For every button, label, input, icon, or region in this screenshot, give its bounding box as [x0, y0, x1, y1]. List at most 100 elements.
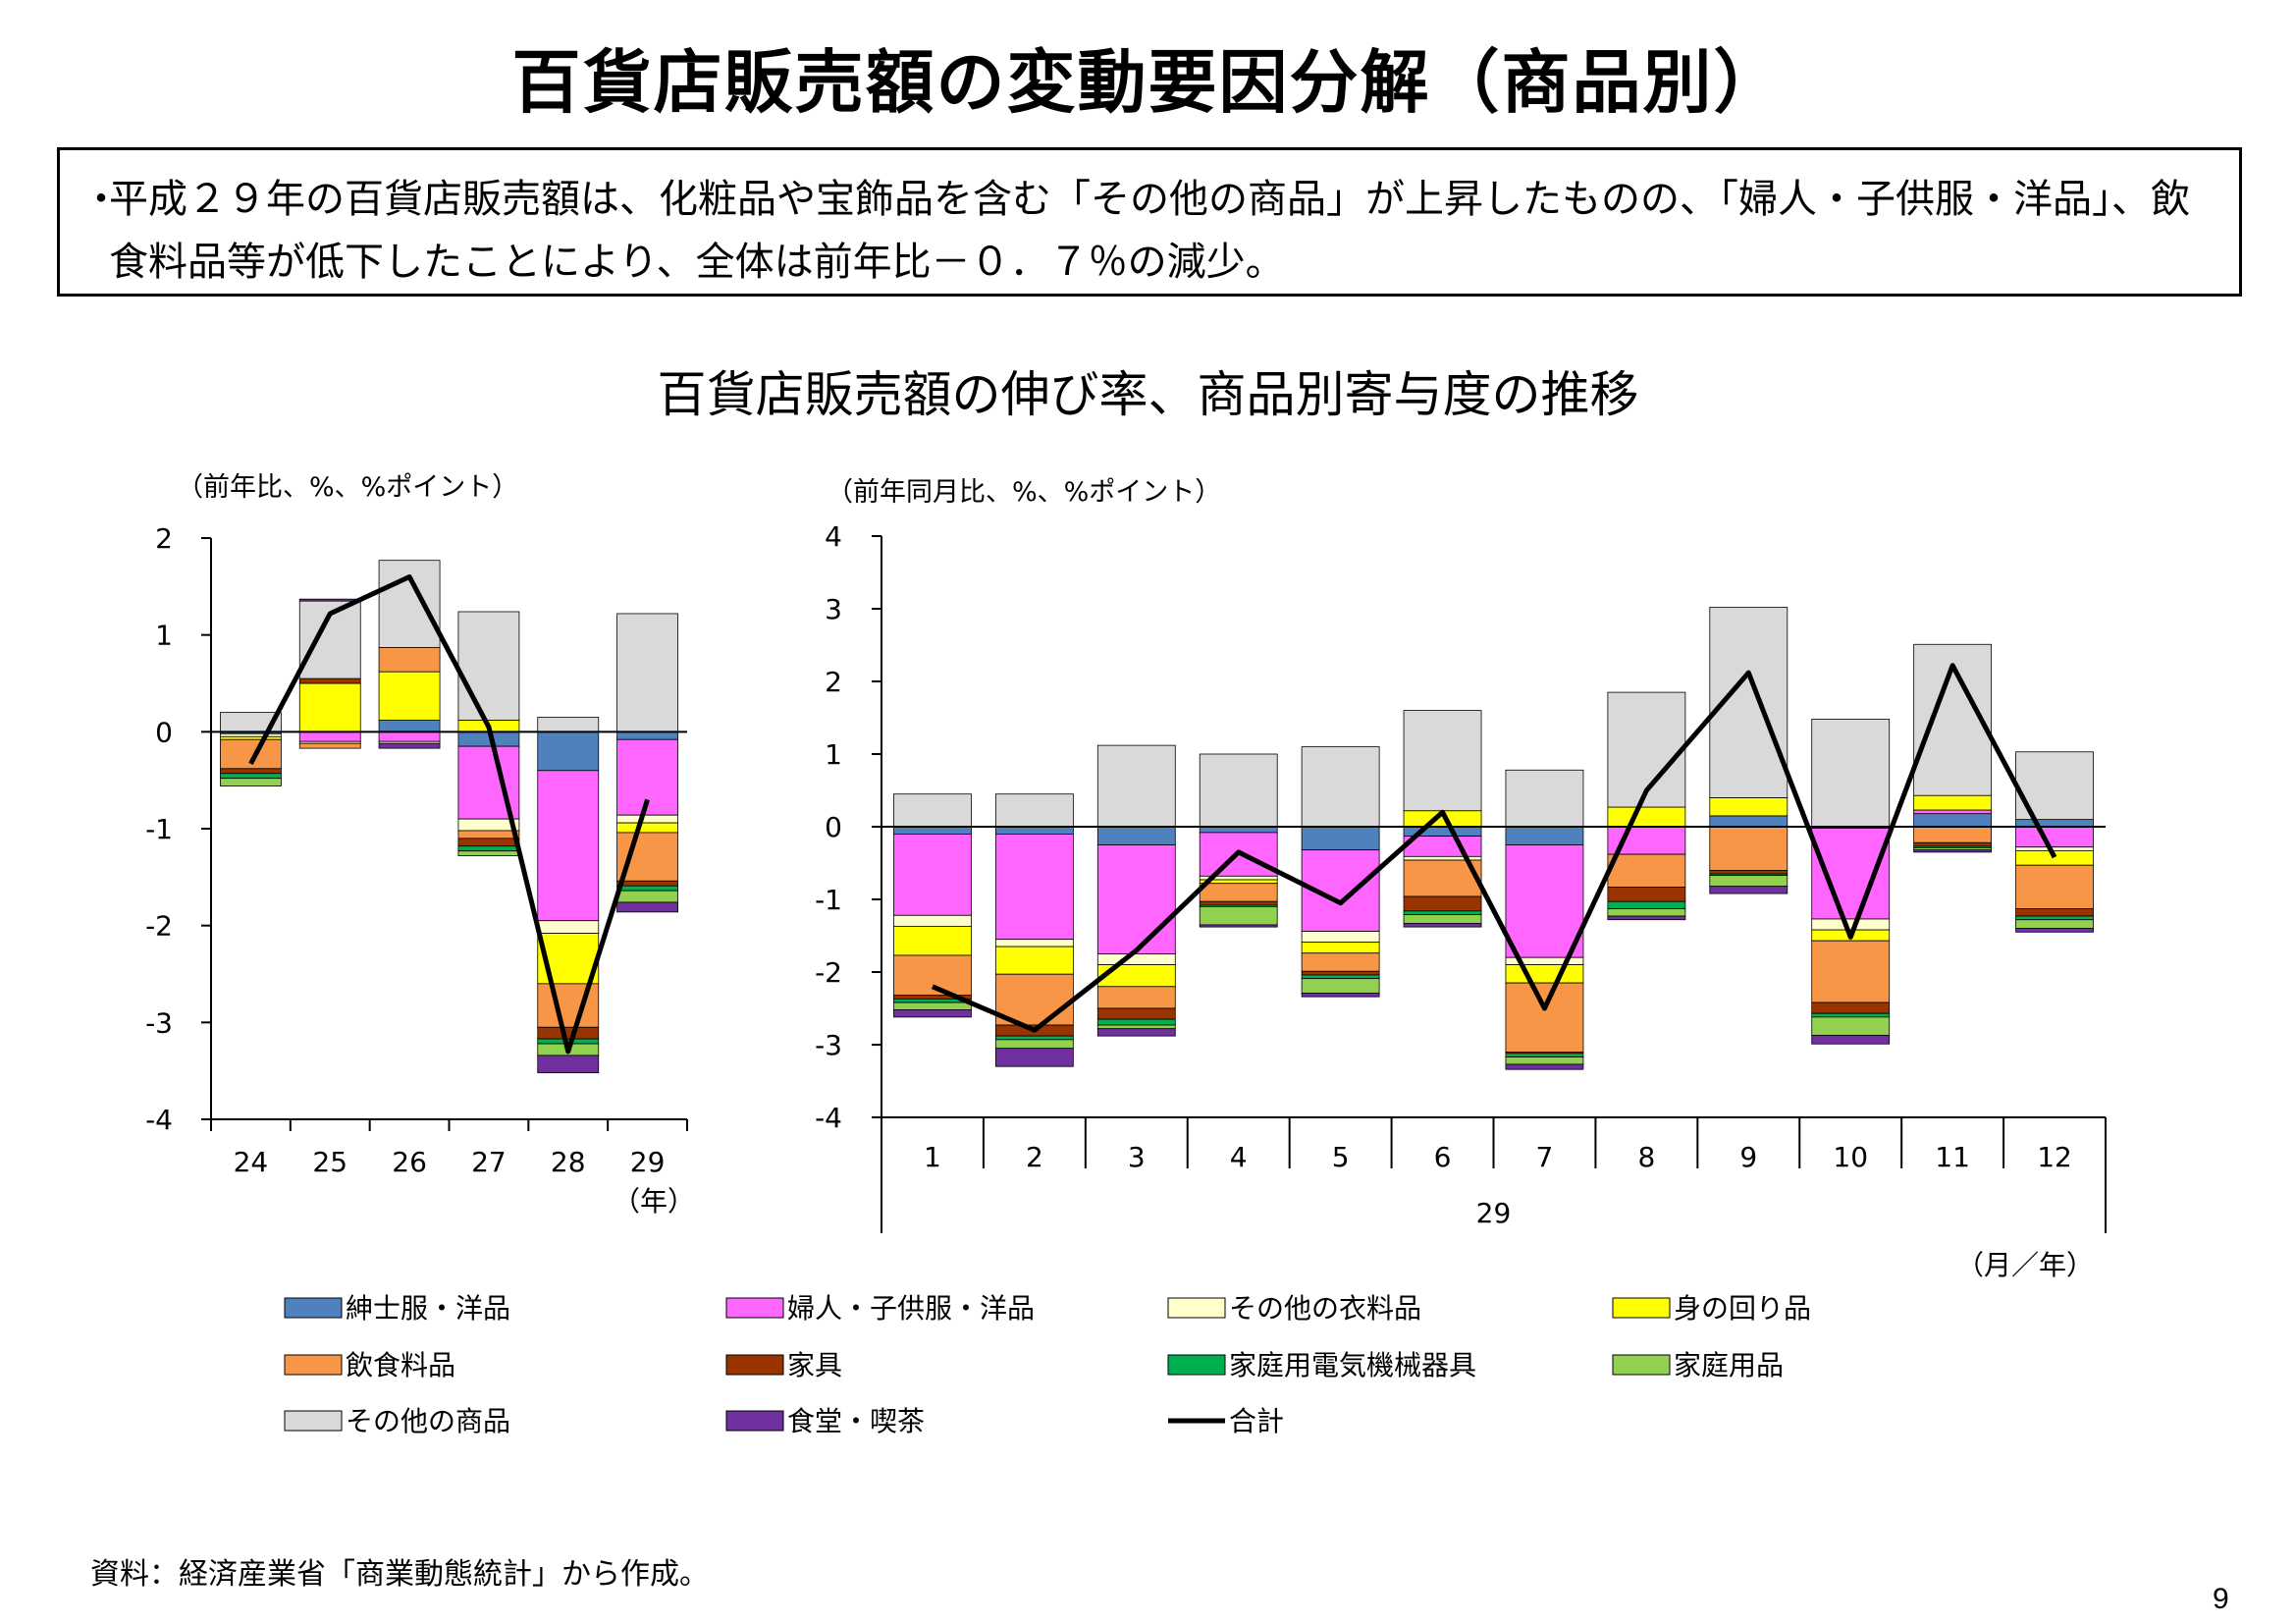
bar-segment — [1301, 993, 1380, 998]
bar-segment — [1709, 826, 1789, 871]
bar-segment — [1505, 964, 1584, 984]
x-tick-label: 24 — [234, 1146, 269, 1178]
legend-item: その他の衣料品 — [1167, 1292, 1421, 1325]
bar-segment — [1709, 870, 1789, 875]
bar-segment — [298, 682, 361, 732]
bar-segment — [378, 720, 441, 732]
bar-segment — [1913, 841, 1993, 847]
bar-segment — [994, 826, 1074, 835]
x-tick-label: 9 — [1739, 1141, 1757, 1173]
y-tick-label: -4 — [815, 1102, 842, 1134]
bar-segment — [2015, 908, 2094, 917]
legend-swatch — [284, 1354, 343, 1376]
bar-segment — [1096, 844, 1176, 954]
bar-segment — [616, 613, 678, 732]
bar-segment — [1301, 974, 1380, 980]
bar-segment — [1607, 887, 1686, 902]
legend-label: 家具 — [787, 1349, 842, 1381]
x-tick-label: 10 — [1833, 1141, 1868, 1173]
bar-segment — [1096, 986, 1176, 1009]
bar-segment — [457, 830, 520, 839]
chart-1: （前年比、%、%ポイント）2 1 0 -1 -2 -3 -4 24 25 26 27 28 29 （年） — [145, 472, 695, 1218]
y-tick-label: 0 — [155, 716, 173, 748]
bar-segment — [1709, 886, 1789, 894]
bar-segment — [537, 920, 600, 934]
bar-segment — [298, 742, 361, 749]
bar-segment — [1505, 844, 1584, 958]
x-tick-label: 5 — [1332, 1141, 1350, 1173]
bar-segment — [1403, 910, 1482, 915]
legend-swatch — [725, 1354, 784, 1376]
y-tick-label: 1 — [155, 620, 173, 652]
bar-segment — [1811, 918, 1891, 931]
bar-segment — [1403, 710, 1482, 812]
bar-segment — [1096, 1024, 1176, 1030]
bar-segment — [1096, 744, 1176, 828]
bar-segment — [616, 814, 678, 824]
bar-segment — [220, 773, 282, 780]
bar-segment — [457, 838, 520, 847]
bar-segment — [378, 560, 441, 648]
bar-segment — [2015, 826, 2094, 848]
y-tick-label: -2 — [145, 910, 173, 943]
total-line — [248, 573, 650, 1055]
y-tick-label: -3 — [815, 1029, 842, 1061]
bar-segment — [1505, 1063, 1584, 1070]
y-tick-label: 2 — [825, 666, 842, 698]
summary-bullet: ・ — [81, 177, 121, 222]
chart-title: 百貨店販売額の伸び率、商品別寄与度の推移 — [657, 366, 1639, 423]
bar-segment — [1607, 806, 1686, 828]
bar-segment — [1913, 794, 1993, 811]
legend-label: 身の回り品 — [1674, 1292, 1811, 1325]
y-axis-label: （前年比、%、%ポイント） — [177, 472, 518, 503]
total-line — [931, 663, 2057, 1033]
legend-label: 合計 — [1229, 1405, 1284, 1437]
bar-segment — [1403, 895, 1482, 912]
bar-segment — [1301, 970, 1380, 976]
y-tick-label: -1 — [815, 884, 842, 916]
x-tick-label: 28 — [551, 1146, 586, 1178]
bar-segment — [1096, 953, 1176, 966]
legend-item: 紳士服・洋品 — [284, 1292, 510, 1325]
bar-segment — [893, 834, 972, 916]
bar-segment — [537, 1026, 600, 1040]
legend-label: その他の商品 — [346, 1405, 510, 1437]
summary-box: ・ 平成２９年の百貨店販売額は、化粧品や宝飾品を含む「その他の商品」が上昇したも… — [57, 147, 2242, 297]
x-tick-label: 12 — [2037, 1141, 2072, 1173]
bar-segment — [616, 731, 678, 740]
legend-item: 婦人・子供服・洋品 — [725, 1292, 1035, 1325]
legend-swatch — [284, 1297, 343, 1319]
bar-segment — [378, 647, 441, 673]
y-tick-label: 4 — [825, 520, 842, 553]
bar-segment — [1913, 809, 1993, 815]
bar-segment — [457, 850, 520, 857]
bar-segment — [2015, 928, 2094, 933]
bar-segment — [616, 880, 678, 887]
legend-label: 食堂・喫茶 — [787, 1405, 925, 1437]
y-tick-label: 2 — [155, 522, 173, 555]
bar-segment — [457, 611, 520, 721]
x-tick-label: 8 — [1637, 1141, 1655, 1173]
bar-segment — [1301, 746, 1380, 828]
bar-segment — [1403, 923, 1482, 928]
bar-segment — [2015, 919, 2094, 929]
legend-item: その他の商品 — [284, 1405, 510, 1437]
x-tick-label: 1 — [924, 1141, 941, 1173]
page-number: 9 — [2213, 1583, 2229, 1615]
bar-segment — [1505, 826, 1584, 845]
legend-item: 合計 — [1168, 1405, 1284, 1437]
legend-label: 家庭用品 — [1674, 1349, 1784, 1381]
y-tick-label: -1 — [145, 813, 173, 845]
bar-segment — [1096, 964, 1176, 988]
x-axis-label: （年） — [613, 1185, 695, 1218]
bar-segment — [994, 946, 1074, 975]
legend-label: その他の衣料品 — [1229, 1292, 1421, 1325]
bar-segment — [2015, 846, 2094, 851]
bar-segment — [2015, 819, 2094, 828]
bar-segment — [893, 1009, 972, 1018]
bar-segment — [378, 742, 441, 749]
bar-segment — [457, 845, 520, 852]
y-tick-label: 1 — [825, 738, 842, 771]
